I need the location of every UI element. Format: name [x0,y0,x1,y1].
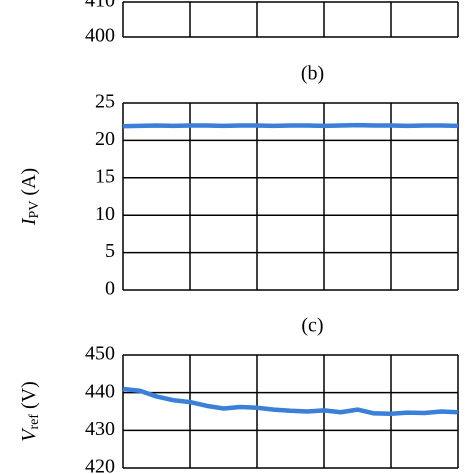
y-tick-label: 410 [85,0,115,12]
y-tick-label: 430 [85,418,115,440]
y-tick-label: 10 [95,203,115,225]
panel-label: (b) [301,63,324,85]
y-tick-label: 5 [105,240,115,262]
y-tick-label: 25 [95,91,115,113]
y-axis-label: Vref (V) [18,381,43,442]
y-tick-label: 20 [95,128,115,150]
data-line [122,386,459,417]
y-label-main: V [18,427,40,442]
y-label-sub: ref [27,414,42,430]
y-tick-label: 0 [105,278,115,300]
y-axis-label: IPV (A) [18,168,43,226]
y-label-unit: (A) [18,168,40,196]
y-label-sub: PV [27,201,42,219]
y-tick-label: 440 [85,380,115,402]
y-tick-label: 400 [85,25,115,47]
y-label-unit: (V) [18,381,40,409]
y-tick-label: 450 [85,343,115,365]
y-tick-label: 420 [85,456,115,474]
y-tick-label: 15 [95,165,115,187]
panel-label: (c) [301,315,323,337]
data-line [122,122,459,129]
y-label-main: I [18,217,40,226]
